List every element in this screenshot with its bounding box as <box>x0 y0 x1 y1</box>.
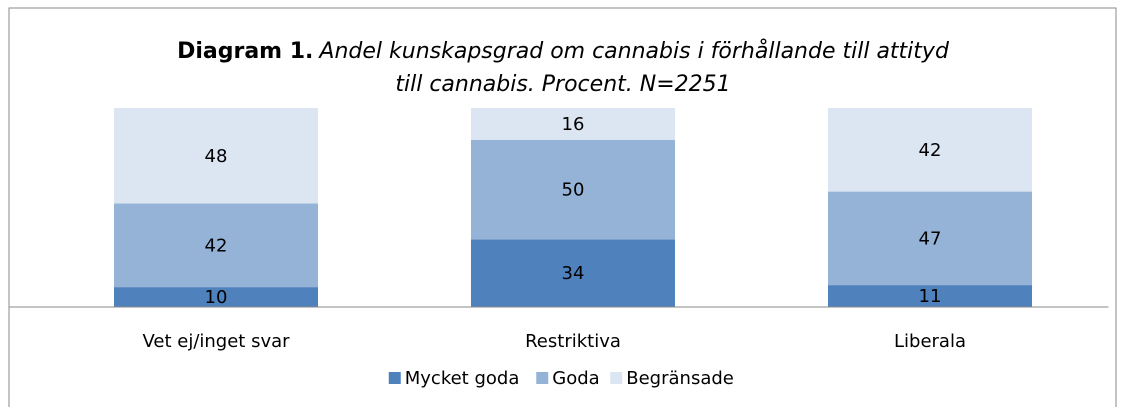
data-label: 42 <box>205 235 228 256</box>
legend-label: Mycket goda <box>405 368 520 389</box>
bar-segment <box>471 239 675 307</box>
chart-subtitle: till cannabis. Procent. N=2251 <box>395 72 730 97</box>
data-label: 42 <box>919 140 942 161</box>
data-label: 48 <box>205 146 228 167</box>
data-label: 50 <box>562 180 585 201</box>
x-tick-label: Vet ej/inget svar <box>142 331 290 352</box>
chart-title-block: Diagram 1. Andel kunskapsgrad om cannabis… <box>177 38 950 64</box>
x-tick-label: Liberala <box>894 331 966 352</box>
bar-segment <box>828 108 1032 192</box>
data-label: 47 <box>919 228 942 249</box>
legend-label: Begränsade <box>626 368 734 389</box>
legend-label: Goda <box>552 368 599 389</box>
bar-segment <box>114 108 318 204</box>
bar-segment <box>114 203 318 288</box>
legend-swatch <box>388 372 401 384</box>
data-label: 16 <box>562 114 585 135</box>
data-label: 34 <box>562 263 585 284</box>
data-label: 11 <box>919 286 942 307</box>
bar-segment <box>471 139 675 240</box>
bar-segment <box>828 285 1032 307</box>
chart-subtitle: Andel kunskapsgrad om cannabis i förhåll… <box>317 38 950 64</box>
data-label: 10 <box>205 287 228 308</box>
bar-segment <box>114 287 318 307</box>
chart-title: Diagram 1. <box>177 39 313 64</box>
bar-segment <box>828 191 1032 286</box>
bar-segment <box>471 108 675 140</box>
legend-swatch <box>536 372 549 384</box>
legend-swatch <box>610 372 623 384</box>
x-tick-label: Restriktiva <box>525 331 621 352</box>
